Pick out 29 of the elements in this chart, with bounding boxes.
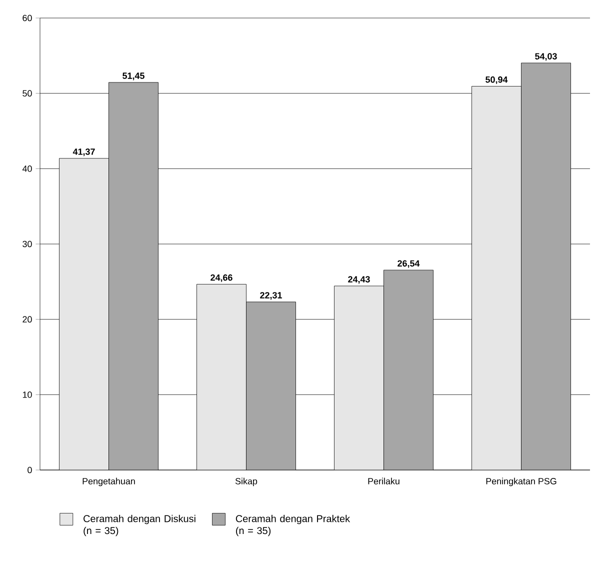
data-label: 51,45	[122, 72, 144, 80]
bar	[108, 82, 158, 470]
legend-label: Ceramah dengan Praktek (n = 35)	[236, 514, 350, 536]
y-tick-label: 30	[22, 240, 32, 248]
y-tick-label: 0	[28, 466, 32, 474]
data-label: 22,31	[260, 292, 282, 300]
x-tick-label: Sikap	[235, 478, 258, 486]
legend-label: Ceramah dengan Diskusi (n = 35)	[84, 514, 196, 536]
x-tick-label: Peningkatan PSG	[486, 478, 556, 486]
x-tick-label: Pengetahuan	[82, 478, 135, 486]
bar	[196, 284, 246, 470]
bar	[472, 86, 522, 470]
bar	[59, 158, 109, 470]
data-label: 24,43	[348, 276, 370, 284]
y-tick-label: 40	[22, 165, 32, 172]
bar	[246, 302, 296, 470]
data-label: 41,37	[72, 148, 95, 156]
bar	[334, 286, 384, 470]
y-tick-label: 10	[22, 391, 32, 398]
y-tick-label: 60	[22, 14, 32, 22]
y-tick-label: 50	[22, 90, 32, 97]
data-label: 54,03	[535, 53, 557, 61]
data-label: 26,54	[398, 260, 420, 268]
bar	[521, 62, 571, 470]
y-tick-label: 20	[22, 316, 32, 323]
x-tick-label: Perilaku	[368, 478, 400, 484]
data-label: 50,94	[486, 76, 508, 84]
data-label: 24,66	[210, 274, 232, 282]
bar	[384, 270, 434, 470]
